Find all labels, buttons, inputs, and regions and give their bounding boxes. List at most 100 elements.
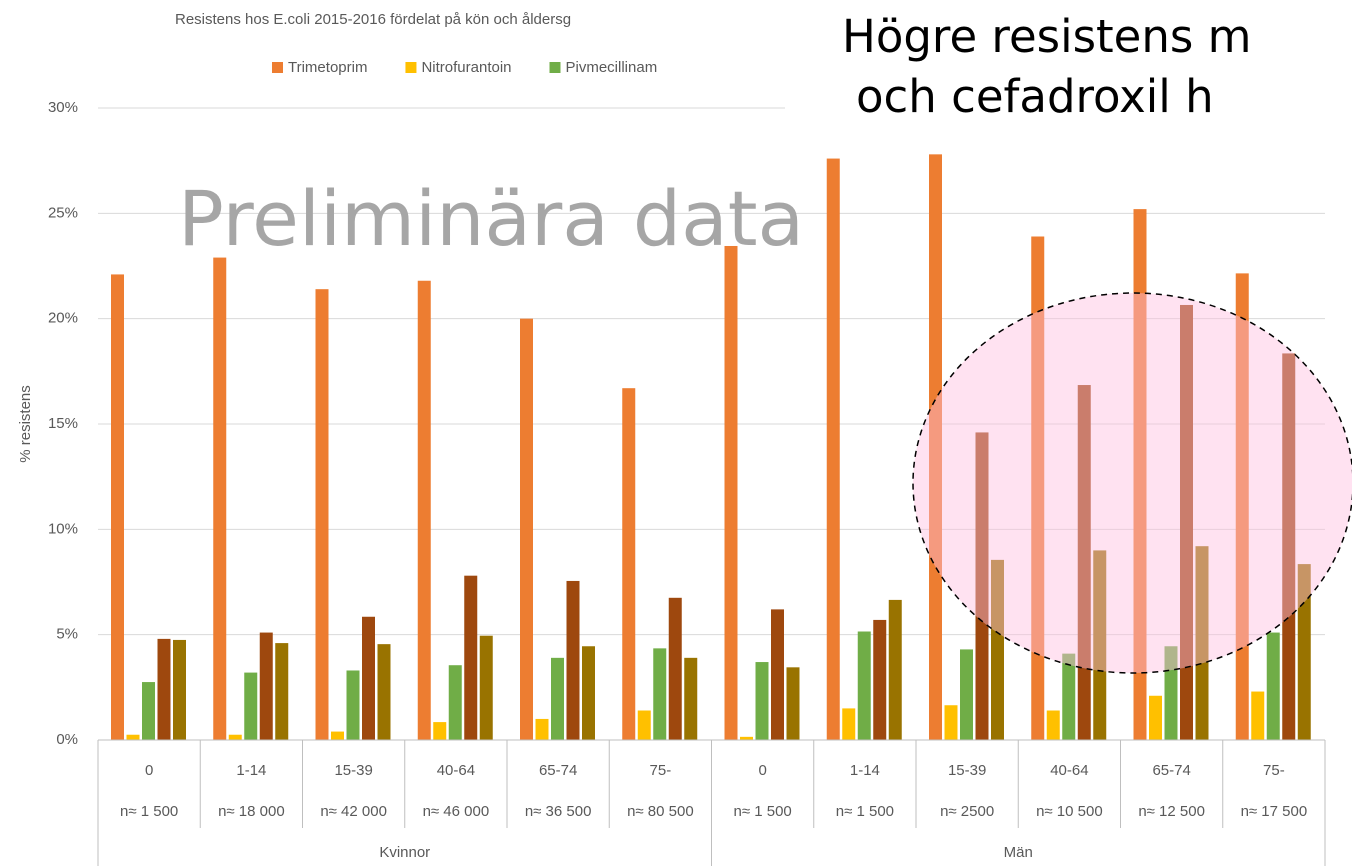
bar: [786, 667, 800, 740]
x-sublabel: n≈ 1 500: [836, 803, 894, 820]
bar: [535, 718, 549, 740]
x-sublabel: n≈ 46 000: [423, 803, 490, 820]
y-tick-label: 30%: [48, 99, 78, 116]
bar: [244, 672, 258, 740]
bar: [755, 662, 769, 740]
y-tick-label: 5%: [56, 626, 78, 643]
x-sublabel: n≈ 80 500: [627, 803, 694, 820]
bar: [259, 632, 273, 740]
bar: [417, 280, 431, 740]
y-tick-label: 0%: [56, 731, 78, 748]
bar: [346, 670, 360, 740]
bar: [960, 649, 973, 740]
bar: [944, 705, 958, 740]
x-tick-label: 40-64: [437, 762, 475, 779]
group-label: Män: [1004, 844, 1033, 861]
bar: [622, 388, 636, 740]
bar: [1133, 209, 1147, 740]
bar: [1195, 546, 1209, 740]
bar: [857, 631, 871, 740]
bar: [362, 616, 375, 740]
bar: [433, 722, 447, 740]
x-tick-label: 65-74: [1152, 762, 1190, 779]
bar: [331, 731, 344, 740]
group-label: Kvinnor: [379, 844, 430, 861]
legend-label: Pivmecillinam: [566, 59, 658, 76]
heading-line: och cefadroxil h: [856, 70, 1214, 123]
bar: [1297, 564, 1311, 740]
bar: [275, 643, 289, 740]
legend-swatch: [405, 62, 417, 73]
y-axis-label: % resistens: [17, 385, 34, 463]
heading-background: [785, 0, 1352, 134]
bar: [111, 274, 124, 740]
bar: [637, 710, 651, 740]
bar: [126, 734, 140, 740]
x-tick-label: 40-64: [1050, 762, 1088, 779]
x-tick-label: 15-39: [334, 762, 372, 779]
x-sublabel: n≈ 10 500: [1036, 803, 1103, 820]
x-sublabel: n≈ 2500: [940, 803, 994, 820]
bar: [1093, 550, 1107, 740]
bar: [1282, 353, 1296, 740]
x-sublabel: n≈ 18 000: [218, 803, 285, 820]
bar: [724, 245, 738, 740]
legend-label: Trimetoprim: [288, 59, 367, 76]
x-tick-label: 75-: [1263, 762, 1285, 779]
x-tick-label: 15-39: [948, 762, 986, 779]
bar: [377, 644, 391, 740]
bar: [566, 580, 580, 740]
bar: [464, 575, 478, 740]
x-sublabel: n≈ 42 000: [320, 803, 387, 820]
bar: [684, 657, 698, 740]
bar: [1251, 691, 1265, 740]
bar: [228, 734, 242, 740]
bar: [1046, 710, 1060, 740]
bar: [888, 599, 902, 740]
bar: [929, 154, 942, 740]
bar: [1235, 273, 1249, 740]
bar: [842, 708, 856, 740]
bar: [668, 597, 682, 740]
bar: [479, 635, 493, 740]
bar: [1266, 632, 1280, 740]
x-tick-label: 0: [758, 762, 766, 779]
bar: [213, 257, 227, 740]
bar: [157, 638, 171, 740]
heading-line: Högre resistens m: [842, 10, 1251, 63]
bar: [1180, 304, 1193, 740]
bar: [873, 619, 887, 740]
bar: [771, 609, 784, 740]
legend-swatch: [272, 62, 283, 73]
bar: [740, 736, 753, 740]
x-tick-label: 1-14: [850, 762, 880, 779]
watermark: Preliminära data: [178, 174, 804, 263]
x-tick-label: 0: [145, 762, 153, 779]
x-sublabel: n≈ 1 500: [120, 803, 178, 820]
y-tick-label: 20%: [48, 310, 78, 327]
x-sublabel: n≈ 1 500: [733, 803, 791, 820]
bar: [975, 432, 989, 740]
y-tick-label: 25%: [48, 204, 78, 221]
y-tick-label: 10%: [48, 520, 78, 537]
bar: [582, 646, 595, 740]
bar: [1077, 385, 1091, 740]
x-tick-label: 75-: [650, 762, 672, 779]
legend-label: Nitrofurantoin: [421, 59, 511, 76]
bar: [1031, 236, 1045, 741]
bar: [173, 639, 186, 740]
x-tick-label: 1-14: [236, 762, 266, 779]
highlight-ellipse: [912, 292, 1352, 674]
bar: [1062, 653, 1076, 740]
bar: [551, 657, 564, 740]
y-tick-label: 15%: [48, 415, 78, 432]
chart-title: Resistens hos E.coli 2015-2016 fördelat …: [175, 11, 571, 28]
bar: [991, 559, 1004, 740]
x-sublabel: n≈ 36 500: [525, 803, 592, 820]
bar: [1149, 695, 1162, 740]
bar: [653, 648, 667, 740]
x-sublabel: n≈ 12 500: [1138, 803, 1205, 820]
bar: [826, 158, 840, 740]
bar: [448, 665, 462, 740]
